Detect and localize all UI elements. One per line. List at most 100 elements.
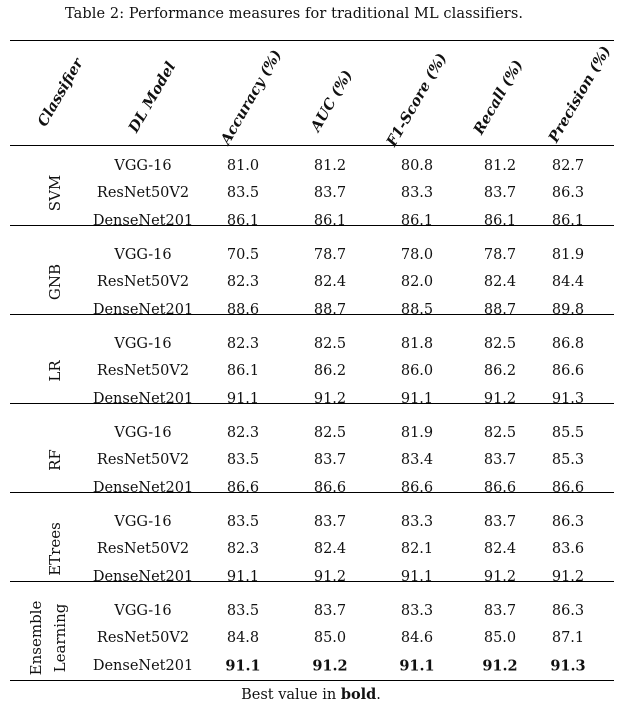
table-cell-auc: 91.2 xyxy=(313,390,347,407)
column-header-5: Recall (%) xyxy=(470,57,527,138)
table-cell-f1-score: 80.8 xyxy=(400,158,434,174)
table-cell-f1-score: 91.1 xyxy=(399,657,435,675)
table-cell-accuracy: 86.1 xyxy=(226,212,260,229)
table-cell-recall: 82.5 xyxy=(483,336,517,352)
table-cell-auc: 86.6 xyxy=(313,479,347,496)
table-cell-f1-score: 83.3 xyxy=(400,514,434,530)
table-cell-recall: 86.1 xyxy=(483,212,517,229)
table-row-model: VGG-16 xyxy=(114,425,172,441)
table-cell-auc: 82.5 xyxy=(313,425,347,441)
table-cell-f1-score: 91.1 xyxy=(400,390,434,407)
table-row-model: VGG-16 xyxy=(114,336,172,352)
table-cell-precision: 89.8 xyxy=(551,301,585,318)
table-cell-recall: 83.7 xyxy=(483,514,517,530)
table-cell-f1-score: 78.0 xyxy=(400,247,434,263)
column-header-2: Accuracy (%) xyxy=(217,46,286,148)
table-cell-f1-score: 83.3 xyxy=(400,185,434,202)
table-cell-recall: 81.2 xyxy=(483,158,517,174)
group-separator xyxy=(10,314,614,315)
table-cell-accuracy: 91.1 xyxy=(226,568,260,585)
table-cell-precision: 85.5 xyxy=(551,425,585,441)
group-separator xyxy=(10,492,614,493)
table-cell-auc: 83.7 xyxy=(313,603,347,619)
table-cell-f1-score: 86.6 xyxy=(400,479,434,496)
table-cell-precision: 86.3 xyxy=(551,185,585,202)
column-header-4: F1-Score (%) xyxy=(383,50,451,150)
table-cell-accuracy: 70.5 xyxy=(226,247,260,263)
table-row-model: ResNet50V2 xyxy=(96,630,190,647)
table-cell-auc: 81.2 xyxy=(313,158,347,174)
bottom-rule xyxy=(10,680,614,682)
column-header-1: DL Model xyxy=(125,59,180,136)
table-cell-accuracy: 82.3 xyxy=(226,425,260,441)
group-separator xyxy=(10,403,614,404)
table-cell-auc: 83.7 xyxy=(313,452,347,469)
table-cell-accuracy: 84.8 xyxy=(226,630,260,647)
table-row-model: ResNet50V2 xyxy=(96,274,190,291)
table-cell-auc: 78.7 xyxy=(313,247,347,263)
table-cell-recall: 83.7 xyxy=(483,185,517,202)
table-cell-f1-score: 82.0 xyxy=(400,274,434,291)
table-cell-accuracy: 82.3 xyxy=(226,541,260,558)
header-rule xyxy=(10,145,614,146)
table-cell-auc: 83.7 xyxy=(313,185,347,202)
table-row-model: DenseNet201 xyxy=(92,390,194,407)
table-cell-precision: 86.8 xyxy=(551,336,585,352)
table-cell-f1-score: 81.8 xyxy=(400,336,434,352)
table-cell-auc: 86.1 xyxy=(313,212,347,229)
table-cell-recall: 83.7 xyxy=(483,452,517,469)
table-cell-recall: 88.7 xyxy=(483,301,517,318)
table-cell-accuracy: 86.6 xyxy=(226,479,260,496)
table-row-model: ResNet50V2 xyxy=(96,541,190,558)
table-cell-recall: 86.6 xyxy=(483,479,517,496)
table-row-model: VGG-16 xyxy=(114,158,172,174)
table-cell-f1-score: 86.0 xyxy=(400,363,434,380)
table-cell-recall: 86.2 xyxy=(483,363,517,380)
table-cell-f1-score: 82.1 xyxy=(400,541,434,558)
table-cell-auc: 91.2 xyxy=(313,568,347,585)
group-separator xyxy=(10,225,614,226)
table-cell-recall: 78.7 xyxy=(483,247,517,263)
group-label-line: Ensemble xyxy=(27,600,45,676)
table-cell-auc: 88.7 xyxy=(313,301,347,318)
column-header-6: Precision (%) xyxy=(545,42,615,146)
table-row-model: ResNet50V2 xyxy=(96,363,190,380)
table-cell-precision: 86.3 xyxy=(551,514,585,530)
table-cell-accuracy: 81.0 xyxy=(226,158,260,174)
table-cell-precision: 91.3 xyxy=(551,390,585,407)
table-cell-auc: 82.4 xyxy=(313,541,347,558)
table-cell-recall: 82.5 xyxy=(483,425,517,441)
table-caption: Table 2: Performance measures for tradit… xyxy=(65,6,524,22)
table-cell-precision: 86.6 xyxy=(551,479,585,496)
table-cell-precision: 86.1 xyxy=(551,212,585,229)
table-cell-precision: 86.6 xyxy=(551,363,585,380)
table-row-model: DenseNet201 xyxy=(92,479,194,496)
table-footnote: Best value in bold. xyxy=(0,686,622,703)
table-cell-auc: 82.5 xyxy=(313,336,347,352)
table-cell-auc: 83.7 xyxy=(313,514,347,530)
column-header-3: AUC (%) xyxy=(307,67,356,135)
table-cell-f1-score: 84.6 xyxy=(400,630,434,647)
table-cell-recall: 85.0 xyxy=(483,630,517,647)
table-row-model: DenseNet201 xyxy=(92,301,194,318)
table-cell-auc: 82.4 xyxy=(313,274,347,291)
table-cell-accuracy: 83.5 xyxy=(226,603,260,619)
table-cell-f1-score: 88.5 xyxy=(400,301,434,318)
table-cell-precision: 86.3 xyxy=(551,603,585,619)
table-cell-f1-score: 83.4 xyxy=(400,452,434,469)
table-cell-f1-score: 81.9 xyxy=(400,425,434,441)
table-cell-accuracy: 83.5 xyxy=(226,514,260,530)
footnote-bold-word: bold xyxy=(340,686,377,703)
table-row-model: VGG-16 xyxy=(114,603,172,619)
table-cell-accuracy: 88.6 xyxy=(226,301,260,318)
table-cell-precision: 84.4 xyxy=(551,274,585,291)
table-cell-accuracy: 82.3 xyxy=(226,274,260,291)
table-cell-precision: 91.3 xyxy=(550,657,586,675)
table-cell-accuracy: 82.3 xyxy=(226,336,260,352)
table-cell-precision: 82.7 xyxy=(551,158,585,174)
table-cell-recall: 91.2 xyxy=(482,657,518,675)
table-cell-precision: 91.2 xyxy=(551,568,585,585)
column-header-0: Classifier xyxy=(34,55,87,130)
table-row-model: DenseNet201 xyxy=(92,212,194,229)
table-cell-precision: 83.6 xyxy=(551,541,585,558)
